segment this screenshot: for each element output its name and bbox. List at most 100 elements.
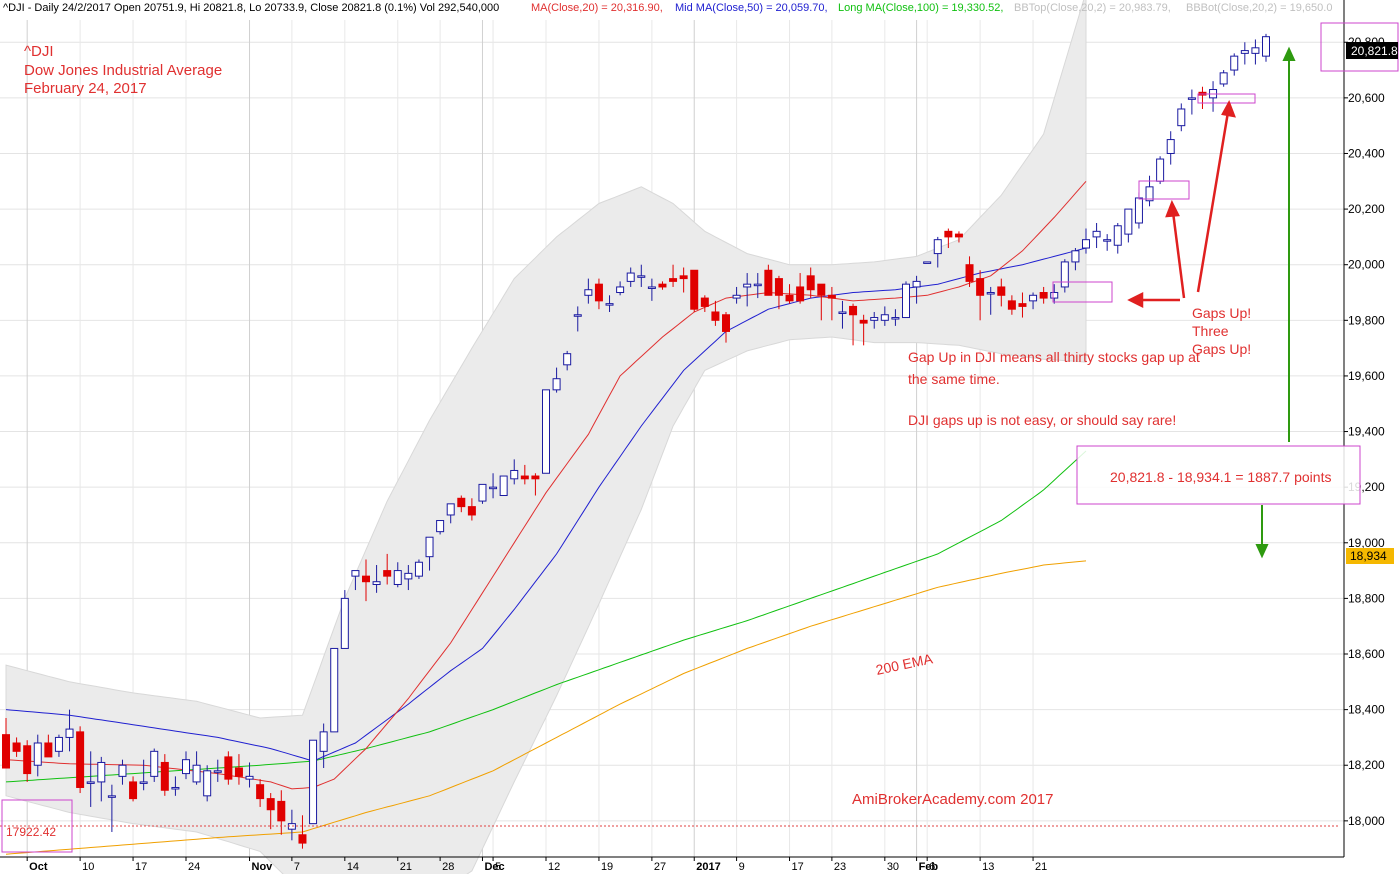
candle-body [1082, 239, 1090, 249]
candle-body [457, 497, 466, 508]
candle-body [54, 736, 63, 752]
candle [774, 275, 783, 310]
candle-body [1029, 294, 1038, 302]
candle [489, 473, 498, 499]
candle [129, 776, 138, 802]
candle [76, 726, 85, 794]
candle-body [1166, 139, 1175, 154]
candle-body [351, 570, 360, 577]
candle-body [531, 475, 540, 480]
candle [436, 520, 445, 535]
candle-body [542, 389, 550, 474]
candlesticks [2, 33, 1270, 849]
candle [457, 495, 466, 513]
y-tick-label: 19,400 [1348, 425, 1385, 439]
candle-body [393, 570, 402, 585]
gaps-up-label-1: Gaps Up! [1192, 305, 1251, 321]
last-price-text: 20,821.8 [1351, 44, 1398, 58]
x-tick-label: 17 [135, 861, 147, 873]
candle-body [817, 283, 826, 296]
candle [1018, 292, 1027, 318]
candle [107, 784, 116, 832]
candle [97, 756, 106, 802]
candle [552, 367, 561, 393]
candle [679, 267, 688, 293]
candle-body [1039, 292, 1048, 299]
candle-body [139, 781, 148, 784]
candle [12, 737, 21, 757]
x-tick-label: 21 [400, 861, 412, 873]
candle [1187, 89, 1196, 115]
candle-body [467, 506, 476, 516]
candle-body [1134, 197, 1143, 224]
x-tick-label: 30 [887, 861, 899, 873]
candle-body [743, 283, 752, 288]
candle [54, 734, 63, 757]
candle [256, 779, 265, 807]
candle [976, 270, 985, 321]
candle [891, 309, 900, 326]
symbol-title: ^DJI [24, 43, 54, 60]
candle-body [880, 314, 889, 321]
candle [33, 734, 42, 777]
candle [870, 311, 879, 329]
candle [182, 751, 190, 780]
y-tick-label: 19,000 [1348, 536, 1385, 550]
candle [23, 740, 32, 782]
candle-body [552, 378, 561, 391]
candle [150, 748, 159, 782]
candle-body [203, 770, 212, 797]
candle-body [827, 294, 836, 299]
candle [944, 228, 953, 249]
candle-body [372, 581, 381, 585]
header-ma100: Long MA(Close,100) = 19,330.52, [838, 2, 1003, 14]
candle-body [277, 800, 286, 822]
header-bbbot: BBBot(Close,20,2) = 19,650.0 [1186, 2, 1332, 14]
candle-body [245, 775, 254, 780]
candle-body [849, 305, 858, 316]
candle [1124, 208, 1133, 243]
candle [393, 562, 402, 588]
candle-body [499, 475, 508, 497]
candle [213, 759, 222, 782]
candle [594, 278, 603, 310]
candle [1240, 42, 1249, 65]
candle [1113, 222, 1122, 254]
candle-body [1071, 250, 1080, 263]
candle [732, 286, 741, 304]
x-tick-label: 13 [982, 861, 994, 873]
candle [1029, 292, 1038, 310]
x-tick-label: Dec [484, 861, 504, 873]
x-tick-label: 6 [929, 861, 935, 873]
header-ma20: MA(Close,20) = 20,316.90, [531, 2, 663, 14]
chart-text: ^DJI - Daily 24/2/2017 Open 20751.9, Hi … [3, 2, 1398, 839]
candle [1071, 248, 1080, 271]
candle [965, 256, 974, 287]
candle-body [520, 475, 529, 480]
candle [118, 759, 127, 785]
x-tick-label: 27 [654, 861, 666, 873]
header-bbtop: BBTop(Close,20,2) = 20,983.79, [1014, 2, 1171, 14]
candle-body [774, 278, 783, 296]
candle-body [362, 575, 370, 583]
last-price-tag [1346, 42, 1398, 59]
candle [658, 281, 667, 290]
candle [425, 536, 434, 571]
x-tick-label: 28 [442, 861, 454, 873]
note-line-1: Gap Up in DJI means all thirty stocks ga… [908, 349, 1200, 365]
red-arrows [1127, 100, 1236, 309]
candle-body [1007, 300, 1016, 310]
y-tick-label: 19,800 [1348, 313, 1385, 327]
y-axis: 18,00018,20018,40018,60018,80019,00019,2… [1343, 0, 1385, 857]
y-tick-label: 20,000 [1348, 258, 1385, 272]
candle-body [679, 275, 688, 280]
candle [404, 565, 413, 591]
candle [1251, 39, 1260, 65]
candle [573, 306, 582, 332]
y-tick-label: 18,800 [1348, 591, 1385, 605]
candle-body [584, 289, 593, 296]
candle-body [319, 731, 328, 752]
candle-body [1219, 72, 1228, 85]
candle [859, 314, 868, 346]
candle [753, 273, 762, 299]
